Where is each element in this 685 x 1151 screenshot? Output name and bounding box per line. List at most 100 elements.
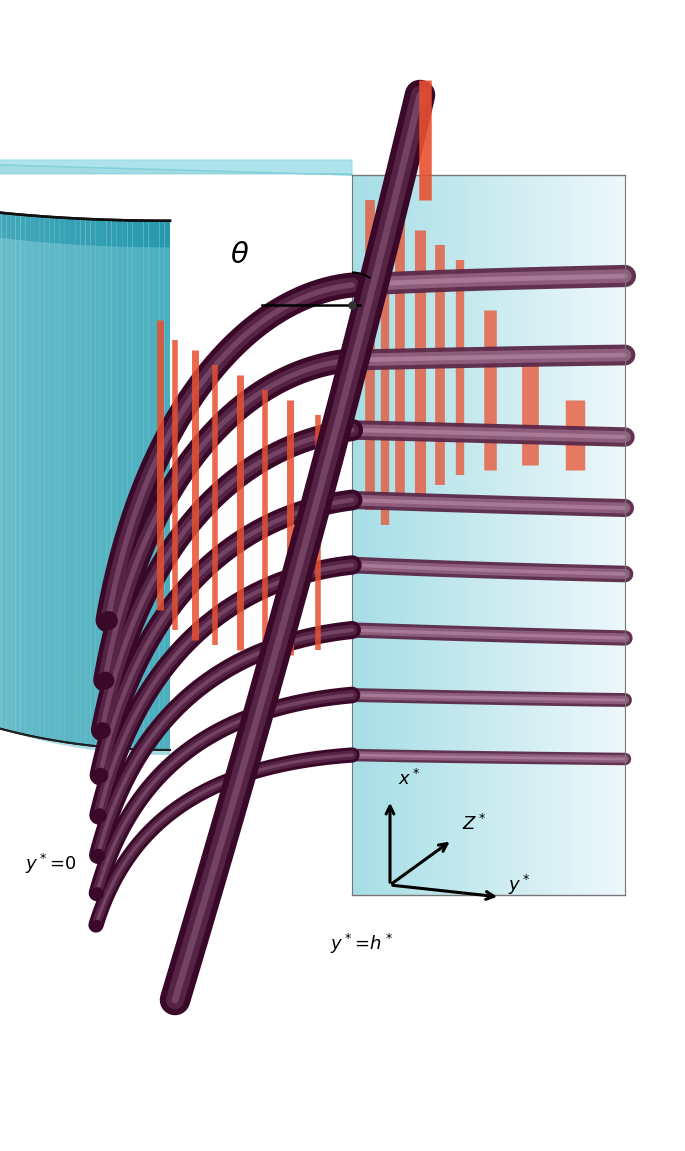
Polygon shape bbox=[461, 175, 464, 895]
Polygon shape bbox=[536, 175, 540, 895]
Polygon shape bbox=[595, 175, 598, 895]
Polygon shape bbox=[40, 216, 45, 739]
Polygon shape bbox=[30, 242, 34, 739]
Polygon shape bbox=[93, 245, 98, 750]
Polygon shape bbox=[21, 214, 25, 734]
Polygon shape bbox=[70, 218, 75, 744]
Polygon shape bbox=[142, 247, 147, 755]
Polygon shape bbox=[80, 219, 86, 745]
Polygon shape bbox=[407, 175, 410, 895]
Polygon shape bbox=[492, 175, 495, 895]
Polygon shape bbox=[68, 244, 72, 747]
Polygon shape bbox=[564, 175, 567, 895]
Polygon shape bbox=[0, 160, 352, 175]
Polygon shape bbox=[526, 175, 530, 895]
Polygon shape bbox=[101, 220, 106, 747]
Polygon shape bbox=[584, 175, 588, 895]
Polygon shape bbox=[18, 239, 23, 735]
Polygon shape bbox=[72, 244, 76, 747]
Polygon shape bbox=[107, 246, 111, 752]
Polygon shape bbox=[160, 221, 164, 750]
Polygon shape bbox=[410, 175, 414, 895]
Polygon shape bbox=[117, 220, 122, 748]
Polygon shape bbox=[1, 213, 6, 730]
Polygon shape bbox=[45, 216, 50, 740]
Polygon shape bbox=[608, 175, 611, 895]
Polygon shape bbox=[147, 247, 152, 755]
Polygon shape bbox=[376, 175, 379, 895]
Polygon shape bbox=[86, 219, 90, 746]
Polygon shape bbox=[34, 242, 38, 740]
Polygon shape bbox=[557, 175, 560, 895]
Polygon shape bbox=[0, 212, 1, 729]
Polygon shape bbox=[6, 213, 11, 731]
Polygon shape bbox=[417, 175, 421, 895]
Polygon shape bbox=[25, 215, 30, 735]
Polygon shape bbox=[149, 221, 154, 749]
Polygon shape bbox=[373, 175, 376, 895]
Text: $y^*\!=\!0$: $y^*\!=\!0$ bbox=[25, 852, 77, 876]
Polygon shape bbox=[154, 221, 160, 750]
Polygon shape bbox=[164, 221, 170, 750]
Polygon shape bbox=[47, 243, 51, 742]
Polygon shape bbox=[488, 175, 492, 895]
Polygon shape bbox=[143, 221, 149, 749]
Polygon shape bbox=[567, 175, 571, 895]
Polygon shape bbox=[90, 219, 96, 746]
Polygon shape bbox=[414, 175, 417, 895]
Polygon shape bbox=[0, 160, 352, 175]
Polygon shape bbox=[38, 242, 42, 741]
Polygon shape bbox=[359, 175, 362, 895]
Polygon shape bbox=[400, 175, 403, 895]
Polygon shape bbox=[530, 175, 533, 895]
Polygon shape bbox=[386, 175, 390, 895]
Polygon shape bbox=[352, 175, 356, 895]
Polygon shape bbox=[11, 239, 14, 733]
Polygon shape bbox=[540, 175, 543, 895]
Polygon shape bbox=[499, 175, 502, 895]
Polygon shape bbox=[390, 175, 393, 895]
Polygon shape bbox=[421, 175, 423, 895]
Polygon shape bbox=[60, 218, 65, 742]
Polygon shape bbox=[509, 175, 512, 895]
Polygon shape bbox=[512, 175, 516, 895]
Polygon shape bbox=[133, 221, 138, 749]
Polygon shape bbox=[63, 244, 68, 746]
Polygon shape bbox=[55, 243, 59, 745]
Polygon shape bbox=[440, 175, 444, 895]
Text: $y^*\!=\!h^*$: $y^*\!=\!h^*$ bbox=[330, 932, 393, 956]
Polygon shape bbox=[519, 175, 523, 895]
Polygon shape bbox=[397, 175, 400, 895]
Polygon shape bbox=[14, 239, 18, 734]
Text: $Z^*$: $Z^*$ bbox=[462, 814, 486, 834]
Polygon shape bbox=[75, 219, 80, 745]
Polygon shape bbox=[577, 175, 581, 895]
Polygon shape bbox=[55, 218, 60, 741]
Polygon shape bbox=[106, 220, 112, 748]
Polygon shape bbox=[65, 218, 70, 742]
Polygon shape bbox=[362, 175, 366, 895]
Text: $\theta$: $\theta$ bbox=[230, 241, 249, 269]
Polygon shape bbox=[80, 245, 85, 749]
Polygon shape bbox=[468, 175, 471, 895]
Polygon shape bbox=[76, 245, 80, 748]
Polygon shape bbox=[11, 214, 16, 732]
Polygon shape bbox=[89, 245, 93, 750]
Polygon shape bbox=[85, 245, 89, 749]
Polygon shape bbox=[96, 220, 101, 747]
Polygon shape bbox=[383, 175, 386, 895]
Polygon shape bbox=[571, 175, 574, 895]
Polygon shape bbox=[516, 175, 519, 895]
Polygon shape bbox=[523, 175, 526, 895]
Polygon shape bbox=[427, 175, 430, 895]
Polygon shape bbox=[482, 175, 485, 895]
Polygon shape bbox=[403, 175, 407, 895]
Polygon shape bbox=[161, 247, 166, 755]
Polygon shape bbox=[605, 175, 608, 895]
Polygon shape bbox=[437, 175, 440, 895]
Polygon shape bbox=[430, 175, 434, 895]
Polygon shape bbox=[621, 175, 625, 895]
Polygon shape bbox=[614, 175, 618, 895]
Polygon shape bbox=[51, 243, 55, 744]
Polygon shape bbox=[125, 246, 129, 754]
